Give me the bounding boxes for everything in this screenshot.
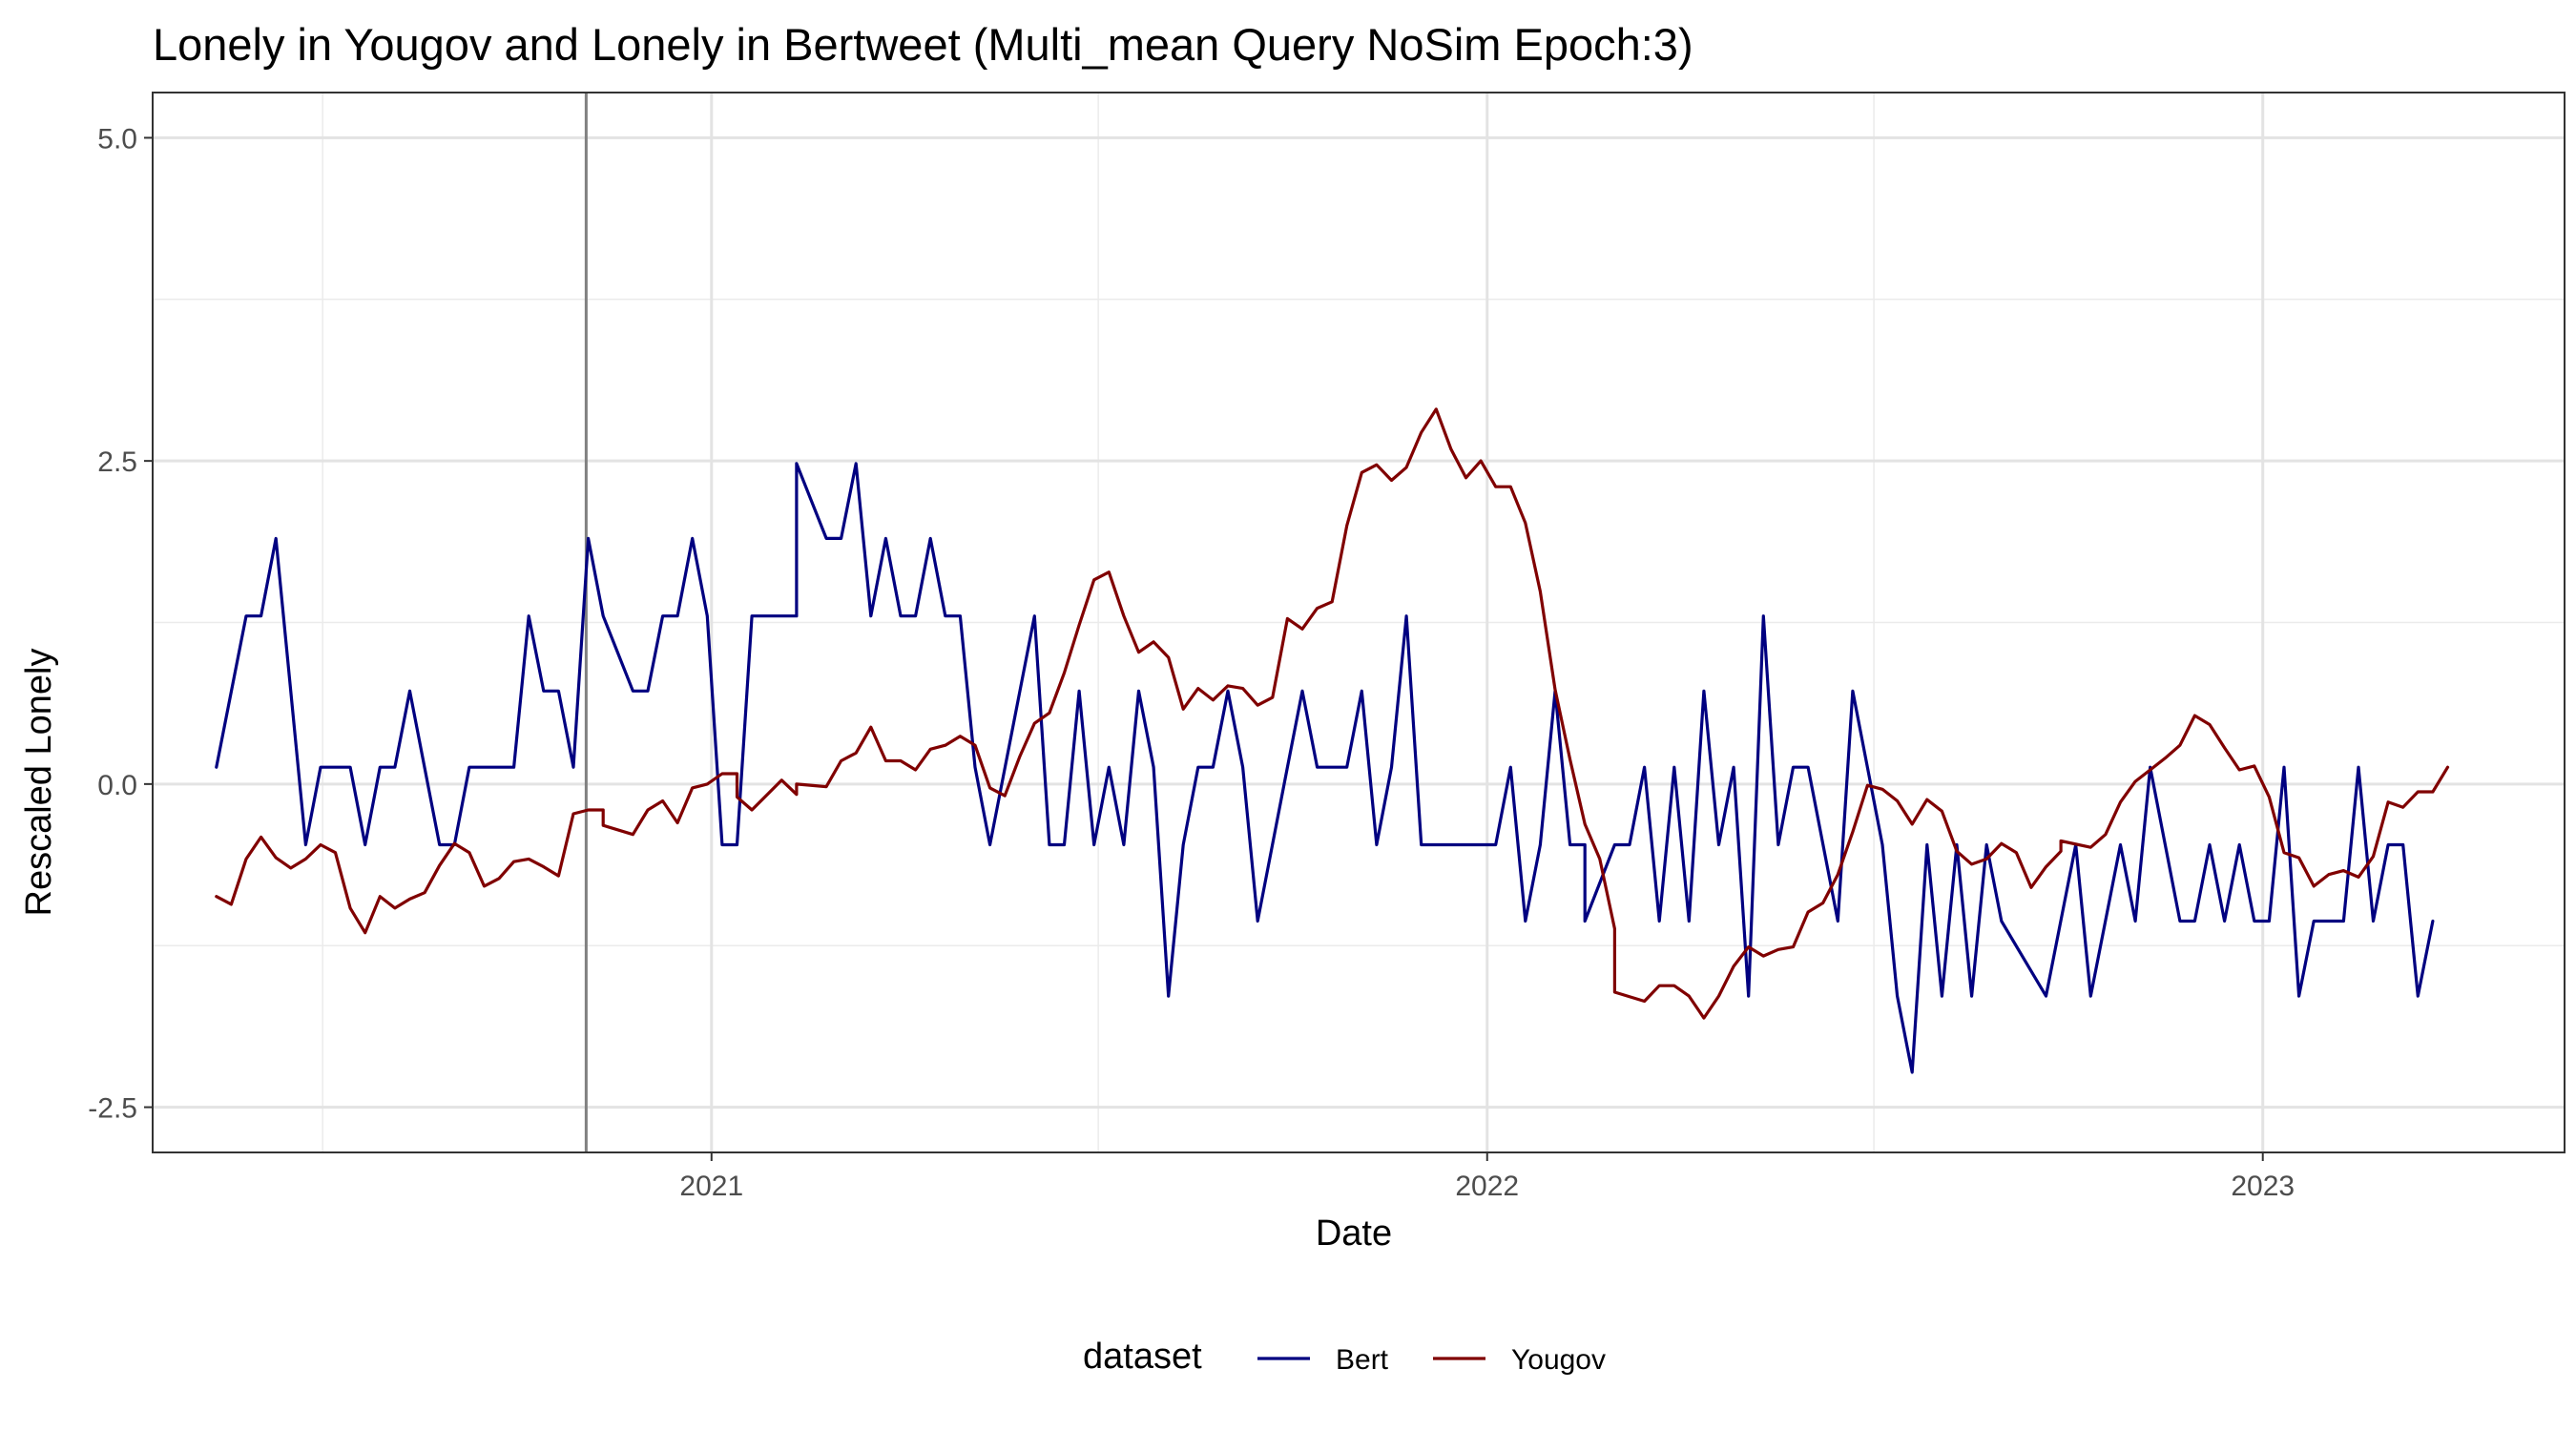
- x-axis-ticks: 2021 2022 2023: [679, 1152, 2295, 1202]
- legend-title: dataset: [1083, 1337, 1202, 1377]
- y-tick-label: -2.5: [88, 1093, 137, 1125]
- legend-label-bert: Bert: [1336, 1344, 1389, 1376]
- grid: [153, 93, 2565, 1152]
- y-axis-title: Rescaled Lonely: [19, 649, 59, 917]
- y-axis-ticks: 5.0 2.5 0.0 -2.5: [88, 123, 153, 1125]
- x-tick-label: 2022: [1455, 1171, 1519, 1202]
- plot-panel-border: [152, 92, 2566, 1153]
- x-axis-title: Date: [1316, 1213, 1392, 1254]
- y-tick-label: 2.5: [97, 446, 137, 478]
- series-line-yougov: [215, 407, 2450, 1020]
- y-tick-label: 0.0: [97, 770, 137, 801]
- x-tick-label: 2023: [2231, 1171, 2295, 1202]
- series-line-bert: [215, 462, 2435, 1074]
- series-lines: [215, 407, 2450, 1074]
- legend-items: Bert Yougov: [1257, 1344, 1606, 1376]
- chart-title: Lonely in Yougov and Lonely in Bertweet …: [153, 19, 1693, 70]
- x-tick-label: 2021: [679, 1171, 743, 1202]
- y-tick-label: 5.0: [97, 123, 137, 155]
- legend: dataset Bert Yougov: [1083, 1337, 1606, 1377]
- legend-label-yougov: Yougov: [1511, 1344, 1606, 1376]
